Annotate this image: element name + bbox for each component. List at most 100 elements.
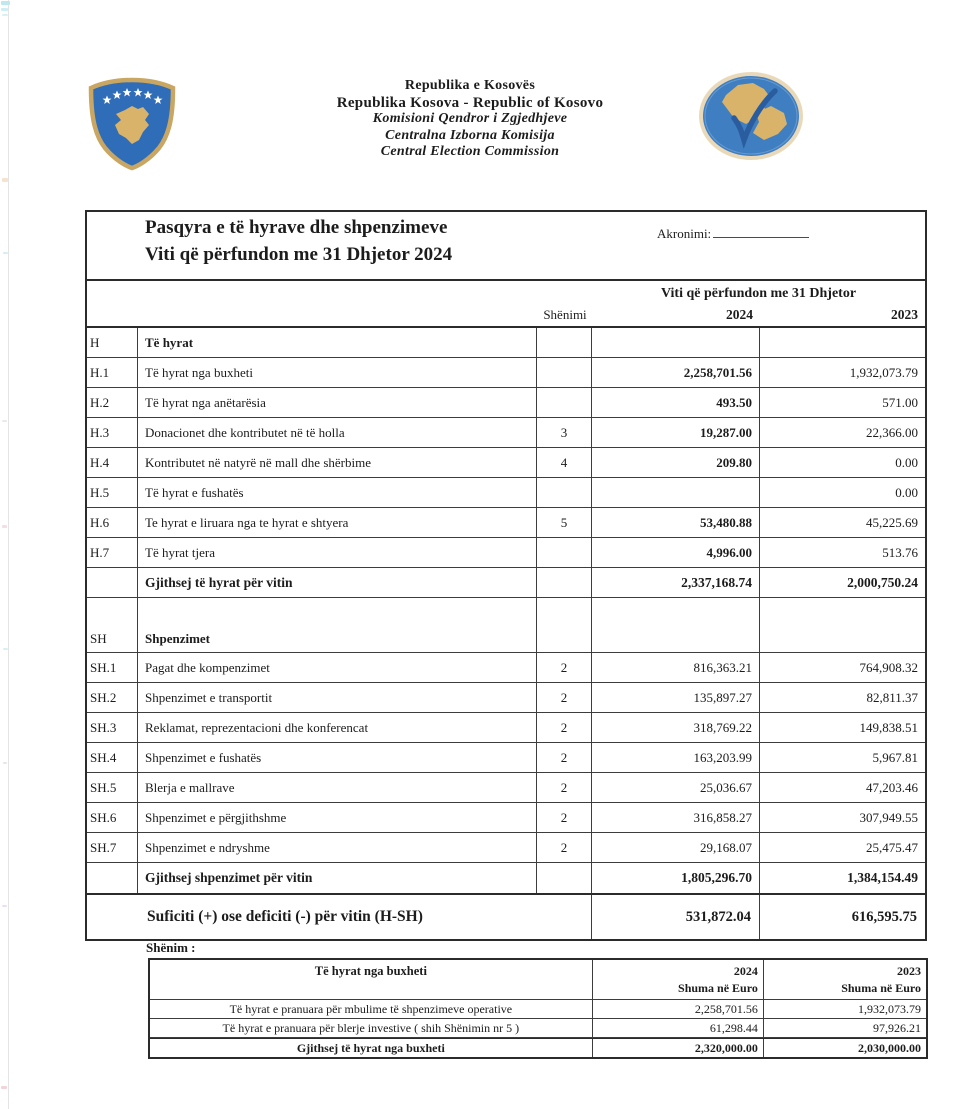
row-note: [537, 328, 592, 357]
row-note: [537, 358, 592, 387]
note-year-2024: 2024: [733, 964, 758, 978]
note-row-label: Gjithsej të hyrat nga buxheti: [150, 1039, 593, 1057]
row-label: Gjithsej shpenzimet për vitin: [138, 863, 537, 893]
row-value-2024: 29,168.07: [592, 833, 760, 862]
income-expense-statement: Pasqyra e të hyrave dhe shpenzimeve Viti…: [85, 210, 927, 941]
row-code: SH: [87, 598, 138, 652]
row-label: Kontributet në natyrë në mall dhe shërbi…: [138, 448, 537, 477]
statement-title-block: Pasqyra e të hyrave dhe shpenzimeve Viti…: [87, 212, 925, 281]
scan-speck: [1, 1086, 7, 1089]
row-code: H.7: [87, 538, 138, 567]
table-row-sh3: SH.3 Reklamat, reprezentacioni dhe konfe…: [87, 713, 925, 743]
table-row-h1: H.1 Të hyrat nga buxheti 2,258,701.56 1,…: [87, 358, 925, 388]
row-note: [537, 478, 592, 507]
row-code: H.6: [87, 508, 138, 537]
note-col-2023: 2023 Shuma në Euro: [764, 960, 926, 999]
row-note: 3: [537, 418, 592, 447]
row-note: 2: [537, 743, 592, 772]
row-value-2023: 25,475.47: [866, 839, 918, 855]
row-code: SH.3: [87, 713, 138, 742]
row-value-2024: [592, 598, 760, 652]
scan-speck: [1, 8, 8, 11]
row-code: H.4: [87, 448, 138, 477]
row-note: 5: [537, 508, 592, 537]
note-row-operative: Të hyrat e pranuara për mbulime të shpen…: [150, 1000, 926, 1019]
kosovo-coat-of-arms-icon: [88, 77, 176, 171]
row-code: H: [87, 328, 138, 357]
row-label: Reklamat, reprezentacioni dhe konferenca…: [138, 713, 537, 742]
note-unit-2023: Shuma në Euro: [841, 981, 921, 995]
table-row-sh2: SH.2 Shpenzimet e transportit 2 135,897.…: [87, 683, 925, 713]
row-value-2024: 2,258,701.56: [592, 358, 760, 387]
note-row-value-2024: 2,320,000.00: [593, 1039, 764, 1057]
scan-speck: [3, 762, 7, 764]
row-code: SH.7: [87, 833, 138, 862]
table-row-h7: H.7 Të hyrat tjera 4,996.00 513.76: [87, 538, 925, 568]
row-code: SH.2: [87, 683, 138, 712]
letterhead-line-2: Republika Kosova - Republic of Kosovo: [336, 94, 604, 111]
table-row-section-h: H Të hyrat: [87, 328, 925, 358]
row-value-2023: [760, 598, 925, 652]
row-value-2024: 2,337,168.74: [592, 568, 760, 597]
letterhead-line-4: Centralna Izborna Komisija: [385, 127, 555, 143]
row-note: 2: [537, 803, 592, 832]
statement-title: Pasqyra e të hyrave dhe shpenzimeve: [145, 217, 448, 238]
row-label: Të hyrat nga anëtarësia: [138, 388, 537, 417]
surplus-label: Suficiti (+) ose deficiti (-) për vitin …: [87, 895, 592, 939]
row-value-2023: 1,932,073.79: [849, 364, 918, 380]
table-row-sh5: SH.5 Blerja e mallrave 2 25,036.67 47,20…: [87, 773, 925, 803]
scan-speck: [2, 525, 7, 528]
scan-speck: [1, 1, 10, 5]
row-code: H.2: [87, 388, 138, 417]
row-note: [537, 598, 592, 652]
row-value-2024: [592, 478, 760, 507]
table-row-h4: H.4 Kontributet në natyrë në mall dhe sh…: [87, 448, 925, 478]
row-value-2024: 19,287.00: [592, 418, 760, 447]
note-row-investive: Të hyrat e pranuara për blerje investive…: [150, 1019, 926, 1038]
note-row-label: Të hyrat e pranuara për mbulime të shpen…: [150, 1000, 593, 1018]
row-value-2023: 513.76: [882, 544, 918, 560]
table-row-sh6: SH.6 Shpenzimet e përgjithshme 2 316,858…: [87, 803, 925, 833]
row-label: Pagat dhe kompenzimet: [138, 653, 537, 682]
row-note: 2: [537, 683, 592, 712]
surplus-value-2023: 616,595.75: [851, 908, 917, 925]
row-value-2024: 316,858.27: [592, 803, 760, 832]
row-code: H.1: [87, 358, 138, 387]
acronym-blank-line: [713, 225, 810, 238]
row-value-2023: 571.00: [882, 394, 918, 410]
scan-speck: [2, 420, 7, 422]
row-value-2024: 135,897.27: [592, 683, 760, 712]
table-row-total-expenses: Gjithsej shpenzimet për vitin 1,805,296.…: [87, 863, 925, 893]
row-note: 4: [537, 448, 592, 477]
row-value-2023: 764,908.32: [859, 659, 919, 675]
row-code: [87, 863, 138, 893]
note-heading: Shënim :: [146, 940, 196, 955]
row-note: [537, 388, 592, 417]
scan-speck: [2, 178, 8, 182]
row-value-2023: 1,384,154.49: [847, 870, 918, 885]
statement-period: Viti që përfundon me 31 Dhjetor 2024: [145, 244, 453, 265]
note-column-header: Shënimi: [543, 307, 587, 322]
scan-speck: [2, 14, 8, 16]
letterhead-line-3: Komisioni Qendror i Zgjedhjeve: [372, 111, 568, 126]
cec-seal-icon: [699, 72, 803, 160]
note-unit-2024: Shuma në Euro: [678, 981, 758, 995]
row-label: Shpenzimet e transportit: [138, 683, 537, 712]
row-value-2023: 2,000,750.24: [847, 574, 918, 590]
row-value-2023: 149,838.51: [859, 719, 919, 735]
row-note: 2: [537, 713, 592, 742]
row-value-2024: 4,996.00: [592, 538, 760, 567]
note-col-title: Të hyrat nga buxheti: [150, 960, 593, 999]
row-value-2024: 209.80: [592, 448, 760, 477]
row-label: Shpenzimet: [138, 598, 537, 652]
period-column-header: Viti që përfundon me 31 Dhjetor: [660, 286, 857, 301]
budget-income-note-table: Të hyrat nga buxheti 2024 Shuma në Euro …: [148, 958, 928, 1059]
letterhead-line-5: Central Election Commission: [380, 144, 560, 159]
year-2024-column-header: 2024: [726, 307, 753, 322]
scan-speck: [2, 905, 7, 907]
row-label: Shpenzimet e përgjithshme: [138, 803, 537, 832]
note-row-value-2024: 61,298.44: [593, 1019, 764, 1037]
surplus-value-2024: 531,872.04: [592, 895, 760, 939]
row-value-2023: 22,366.00: [866, 424, 918, 440]
row-value-2023: 5,967.81: [872, 749, 919, 765]
